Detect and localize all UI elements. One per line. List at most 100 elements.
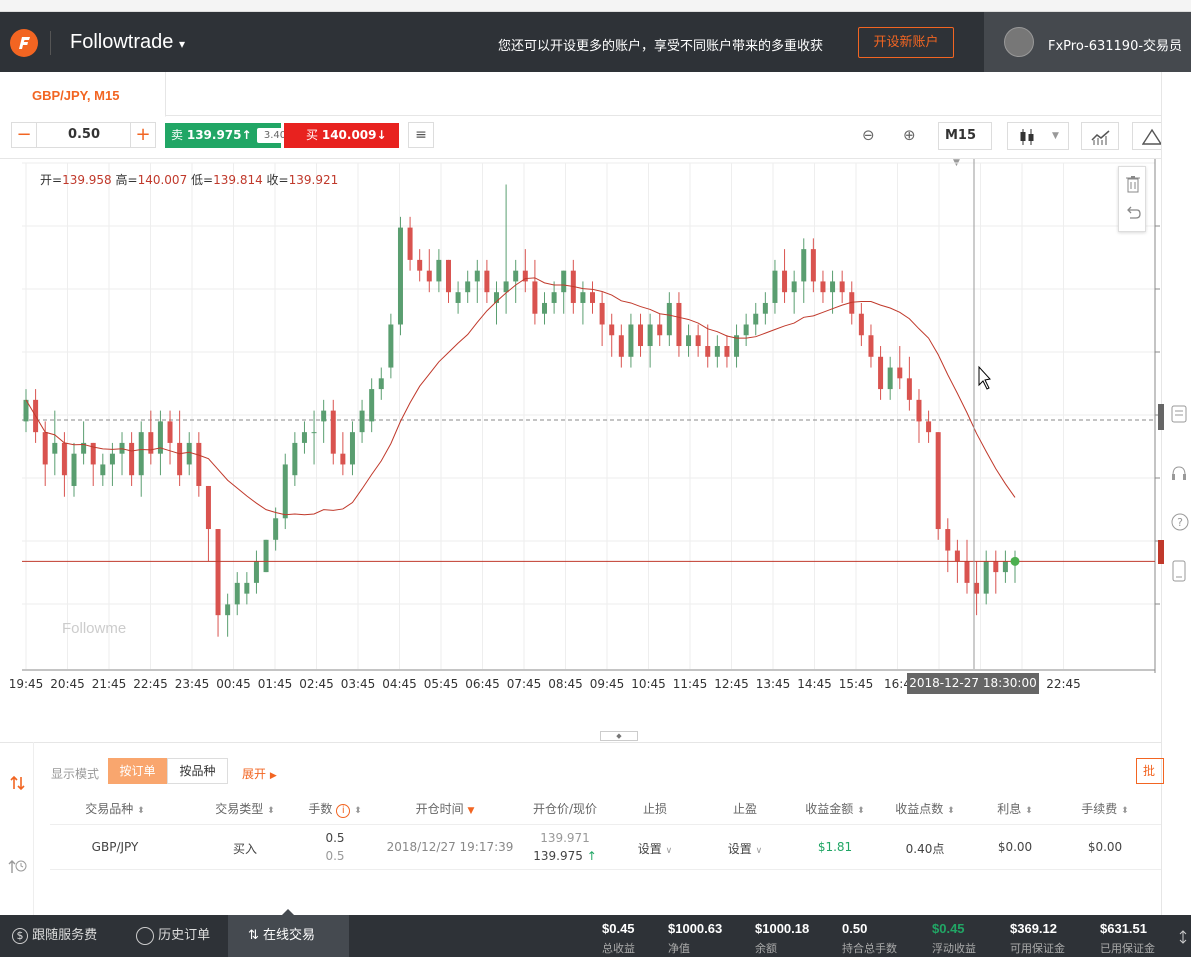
- stat-label: 可用保证金: [1010, 942, 1065, 955]
- ohlc-readout: 开=139.958 高=140.007 低=139.814 收=139.921: [40, 173, 339, 187]
- col-points[interactable]: 收益点数 ⬍: [895, 802, 955, 816]
- stat-value: $1000.63: [668, 921, 723, 936]
- drawing-tools-button[interactable]: [1132, 122, 1162, 150]
- candle-body: [599, 302, 605, 325]
- col-swap[interactable]: 利息 ⬍: [997, 802, 1033, 816]
- status-bar: [0, 915, 1191, 957]
- batch-button[interactable]: 批量: [1136, 758, 1164, 784]
- row-open-price: 139.971: [540, 831, 590, 845]
- lot-size-input[interactable]: 0.50: [37, 122, 131, 148]
- orders-panel: [0, 742, 1161, 915]
- row-tp-setting[interactable]: 设置 ∨: [727, 842, 763, 856]
- table-row[interactable]: [50, 826, 1161, 870]
- row-commission: $0.00: [1087, 840, 1123, 854]
- price-chart[interactable]: 19:45 20:45 21:45 22:45 23:45 00:45 01:45 02:45…: [0, 158, 1161, 740]
- buy-button[interactable]: 买 140.009↓: [284, 123, 399, 148]
- promo-text: 您还可以开设更多的账户，享受不同账户带来的多重收获: [498, 39, 824, 54]
- x-tick-label: 01:45: [258, 677, 293, 691]
- chart-type-select[interactable]: ▼: [1007, 122, 1069, 150]
- undo-icon[interactable]: [1125, 205, 1141, 221]
- zoom-out-icon[interactable]: ⊖: [862, 126, 875, 144]
- stat-value: $0.45: [602, 921, 635, 936]
- candle-body: [561, 270, 567, 293]
- account-menu[interactable]: FxPro-631190-交易员: [984, 12, 1191, 72]
- vertical-arrows-icon[interactable]: [1178, 930, 1188, 944]
- col-open-time[interactable]: 开仓时间 ▼: [415, 802, 475, 816]
- candle-body: [897, 367, 903, 379]
- panel-resize-handle[interactable]: ◆: [600, 731, 638, 741]
- candle-body: [580, 292, 586, 303]
- candle-body: [349, 432, 355, 465]
- candle-body: [820, 281, 826, 293]
- chevron-down-icon: ▼: [1052, 131, 1059, 141]
- tab-gbpjpy[interactable]: GBP/JPY, M15: [0, 72, 166, 117]
- x-tick-label: 22:45: [1046, 677, 1081, 691]
- orders-side-tabs: [0, 742, 34, 915]
- x-tick-label: 02:45: [299, 677, 334, 691]
- mode-by-symbol-button[interactable]: 按品种: [167, 758, 228, 784]
- candle-body: [61, 442, 67, 476]
- candle-body: [225, 604, 231, 616]
- open-positions-icon[interactable]: [10, 775, 26, 791]
- tab-online-trading[interactable]: ⇅ 在线交易: [228, 915, 349, 957]
- col-symbol[interactable]: 交易品种 ⬍: [85, 802, 145, 816]
- col-lots[interactable]: 手数 i ⬍: [308, 802, 362, 818]
- candle-body: [983, 561, 989, 594]
- candle-body: [484, 270, 490, 293]
- help-icon[interactable]: ?: [1170, 512, 1190, 532]
- mode-by-order-button[interactable]: 按订单: [108, 758, 167, 784]
- qty-increase-button[interactable]: +: [130, 122, 156, 148]
- document-icon[interactable]: [1170, 404, 1188, 424]
- candle-body: [532, 281, 538, 314]
- ma-line: [25, 277, 1016, 516]
- chart-watermark: Followme: [62, 620, 127, 637]
- candle-body: [964, 561, 970, 583]
- scroll-handle[interactable]: [1158, 404, 1164, 430]
- x-tick-label: 06:45: [465, 677, 500, 691]
- trade-arrows-icon: ⇅: [248, 928, 259, 943]
- candle-body: [734, 335, 740, 357]
- col-profit[interactable]: 收益金额 ⬍: [805, 802, 865, 816]
- col-type[interactable]: 交易类型 ⬍: [215, 802, 275, 816]
- expand-link[interactable]: 展开 ▶: [242, 767, 277, 781]
- mobile-icon[interactable]: [1171, 560, 1187, 582]
- pending-orders-icon[interactable]: [8, 857, 28, 877]
- row-sl-setting[interactable]: 设置 ∨: [637, 842, 673, 856]
- menu-icon[interactable]: ≡: [408, 122, 434, 148]
- x-tick-label: 12:45: [714, 677, 749, 691]
- candle-body: [407, 227, 413, 260]
- candle-body: [109, 453, 115, 465]
- col-commission[interactable]: 手续费 ⬍: [1081, 802, 1129, 816]
- candle-body: [100, 464, 106, 476]
- candle-body: [916, 399, 922, 422]
- timeframe-select[interactable]: M15 ▼: [938, 122, 992, 168]
- app-switcher[interactable]: Followtrade ▾: [70, 31, 185, 53]
- candle-body: [157, 421, 163, 454]
- candle-body: [638, 324, 644, 347]
- candle-body: [906, 378, 912, 400]
- stat-value: $631.51: [1100, 921, 1147, 936]
- x-tick-label: 19:45: [9, 677, 44, 691]
- svg-text:?: ?: [1177, 516, 1183, 529]
- x-tick-label: 09:45: [590, 677, 625, 691]
- mouse-cursor-icon: [978, 365, 991, 390]
- stat-value: $0.45: [932, 921, 965, 936]
- candle-body: [167, 421, 173, 443]
- tab-follow-fee[interactable]: $ 跟随服务费: [12, 915, 97, 957]
- candle-body: [321, 410, 327, 422]
- row-profit: $1.81: [817, 840, 853, 854]
- trash-icon[interactable]: [1125, 175, 1141, 193]
- tab-history[interactable]: 历史订单: [136, 915, 210, 957]
- active-tab-pointer: [281, 909, 295, 916]
- open-account-button[interactable]: 开设新账户: [858, 27, 954, 58]
- candle-body: [810, 249, 816, 282]
- indicators-button[interactable]: [1081, 122, 1119, 150]
- qty-decrease-button[interactable]: −: [11, 122, 37, 148]
- info-icon[interactable]: i: [336, 804, 351, 818]
- browser-strip: [0, 0, 1191, 12]
- zoom-in-icon[interactable]: ⊕: [903, 126, 916, 144]
- candlestick-chart[interactable]: 19:45 20:45 21:45 22:45 23:45 00:45 01:45 02:45…: [0, 159, 1161, 741]
- x-tick-label: 23:45: [175, 677, 210, 691]
- candle-body: [849, 292, 855, 314]
- headset-icon[interactable]: [1170, 464, 1188, 484]
